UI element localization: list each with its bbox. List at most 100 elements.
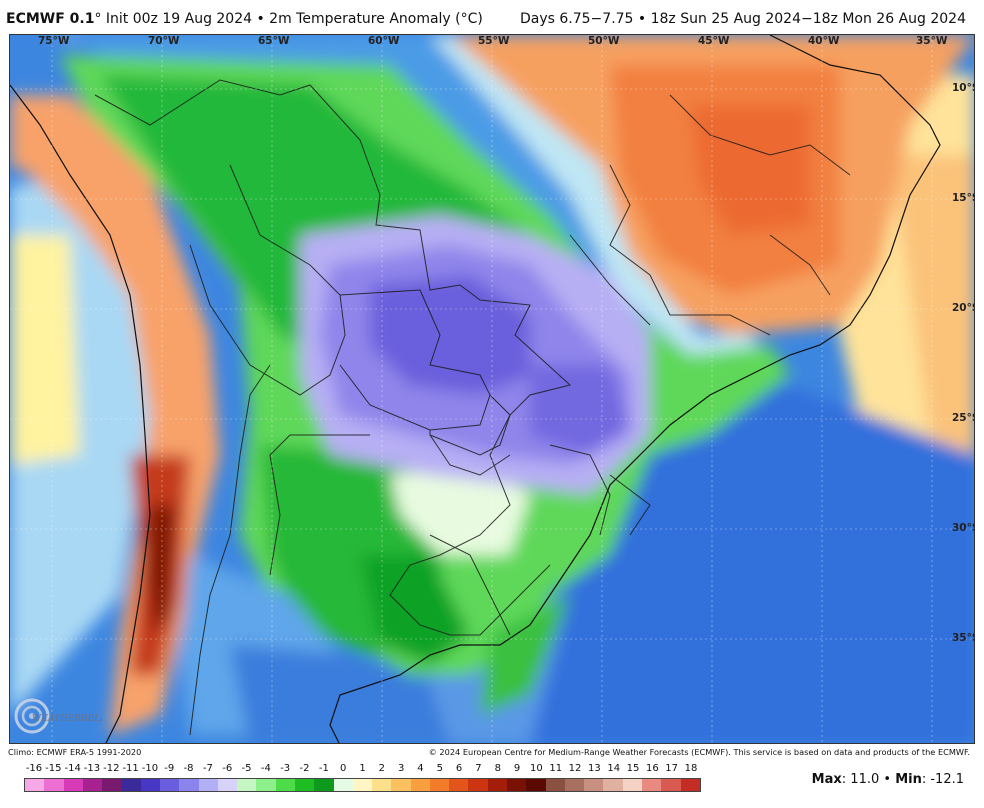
legend-swatch <box>545 779 565 791</box>
legend-tick-label: -5 <box>241 763 252 774</box>
legend-tick-label: 2 <box>378 763 385 774</box>
legend-swatch <box>603 779 623 791</box>
legend-swatch <box>661 779 681 791</box>
logo-swirl-icon: WEATHERBELL <box>14 698 106 734</box>
legend-swatch <box>44 779 64 791</box>
legend-swatch <box>468 779 488 791</box>
legend-swatch <box>680 779 700 791</box>
legend-tick-label: 10 <box>530 763 543 774</box>
legend-swatch <box>507 779 527 791</box>
legend-swatch <box>179 779 199 791</box>
weatherbell-logo: WEATHERBELL <box>12 696 106 738</box>
longitude-label: 75°W <box>38 35 70 47</box>
legend-tick-label: 12 <box>568 763 582 774</box>
legend-swatch <box>25 779 45 791</box>
legend-swatch <box>564 779 585 791</box>
legend-swatch <box>275 779 295 791</box>
legend-swatch <box>82 779 103 791</box>
political-borders <box>94 79 851 736</box>
latitude-label: 25°S <box>952 412 974 424</box>
legend-swatch <box>391 779 411 791</box>
model-name: ECMWF 0.1 <box>6 11 95 27</box>
legend-swatch <box>410 779 430 791</box>
title-bar: ECMWF 0.1° Init 00z 19 Aug 2024 • 2m Tem… <box>0 0 984 34</box>
legend-tick-label: -8 <box>183 763 194 774</box>
legend-tick-label: 13 <box>588 763 601 774</box>
legend-tick-label: 14 <box>607 763 621 774</box>
legend-swatch <box>217 779 238 791</box>
longitude-label: 60°W <box>368 35 400 47</box>
legend-swatch <box>352 779 373 791</box>
legend-swatch <box>622 779 642 791</box>
legend-tick-label: 5 <box>436 763 443 774</box>
legend-tick-label: -6 <box>222 763 233 774</box>
legend-swatch <box>63 779 83 791</box>
legend-tick-label: -13 <box>83 763 101 774</box>
legend-swatch <box>449 779 469 791</box>
legend-tick-label: -14 <box>64 763 81 774</box>
legend-swatch <box>198 779 218 791</box>
legend-swatch <box>140 779 160 791</box>
legend-tick-label: 6 <box>455 763 463 774</box>
legend-tick-label: 4 <box>417 763 424 774</box>
legend-tick-label: 0 <box>339 763 347 774</box>
longitude-label: 40°W <box>808 35 840 47</box>
legend-color-bar <box>24 778 701 792</box>
latitude-label: 20°S <box>952 302 974 314</box>
legend-tick-label: -15 <box>45 763 62 774</box>
longitude-label: 35°W <box>916 35 948 47</box>
credits-bar: Climo: ECMWF ERA-5 1991-2020 © 2024 Euro… <box>0 744 984 758</box>
longitude-label: 65°W <box>258 35 290 47</box>
legend-swatch <box>372 779 392 791</box>
legend-tick-label: 17 <box>665 763 679 774</box>
legend-tick-label: -1 <box>318 763 329 774</box>
latitude-label: 30°S <box>952 522 974 534</box>
min-value: : -12.1 <box>921 772 964 787</box>
legend-tick-label: -7 <box>202 763 213 774</box>
legend-tick-label: 18 <box>684 763 698 774</box>
logo-text: WEATHERBELL <box>32 714 102 724</box>
legend-tick-label: 8 <box>494 763 501 774</box>
longitude-label: 50°W <box>588 35 620 47</box>
temperature-anomaly-map: 75°W 70°W 65°W 60°W 55°W 50°W 45°W 40°W … <box>9 34 975 744</box>
longitude-label: 70°W <box>148 35 180 47</box>
legend-tick-label: -9 <box>164 763 175 774</box>
copyright-note: © 2024 European Centre for Medium-Range … <box>428 747 970 757</box>
legend-swatch <box>333 779 353 791</box>
legend-swatch <box>102 779 122 791</box>
legend-swatch <box>487 779 508 791</box>
map-title: ECMWF 0.1° Init 00z 19 Aug 2024 • 2m Tem… <box>6 11 483 27</box>
legend-tick-label: -4 <box>260 763 271 774</box>
legend-tick-label: -12 <box>103 763 120 774</box>
legend-tick-label: 15 <box>626 763 640 774</box>
max-min-stats: Max: 11.0 • Min: -12.1 <box>812 772 964 787</box>
climo-note: Climo: ECMWF ERA-5 1991-2020 <box>8 747 142 757</box>
coastline <box>10 35 941 743</box>
graticule <box>10 35 974 743</box>
anomaly-field <box>10 35 974 743</box>
map-canvas <box>10 35 974 743</box>
legend-swatch <box>159 779 180 791</box>
legend-swatch <box>429 779 450 791</box>
legend-tick-label: 1 <box>359 763 366 774</box>
max-label: Max <box>811 772 842 787</box>
init-description: ° Init 00z 19 Aug 2024 • 2m Temperature … <box>94 11 483 27</box>
legend-swatch <box>237 779 257 791</box>
legend-swatch <box>584 779 604 791</box>
color-legend: -16 -15 -14 -13 -12 -11 -10 -9 -8 -7 -6 -5 -4 -3 -2 -1 0… <box>24 760 704 796</box>
legend-tick-label: -3 <box>280 763 291 774</box>
min-label: Min <box>895 772 922 787</box>
legend-swatch <box>314 779 334 791</box>
longitude-label: 45°W <box>698 35 730 47</box>
legend-swatch <box>642 779 662 791</box>
longitude-label: 55°W <box>478 35 510 47</box>
legend-tick-label: 3 <box>397 763 405 774</box>
latitude-label: 35°S <box>952 632 974 644</box>
legend-tick-label: -2 <box>299 763 310 774</box>
legend-tick-label: 7 <box>475 763 482 774</box>
legend-tick-label: -10 <box>141 763 159 774</box>
latitude-label: 10°S <box>952 82 974 94</box>
max-value: : 11.0 • <box>841 772 892 787</box>
latitude-label: 15°S <box>952 192 974 204</box>
legend-tick-label: -11 <box>122 763 139 774</box>
